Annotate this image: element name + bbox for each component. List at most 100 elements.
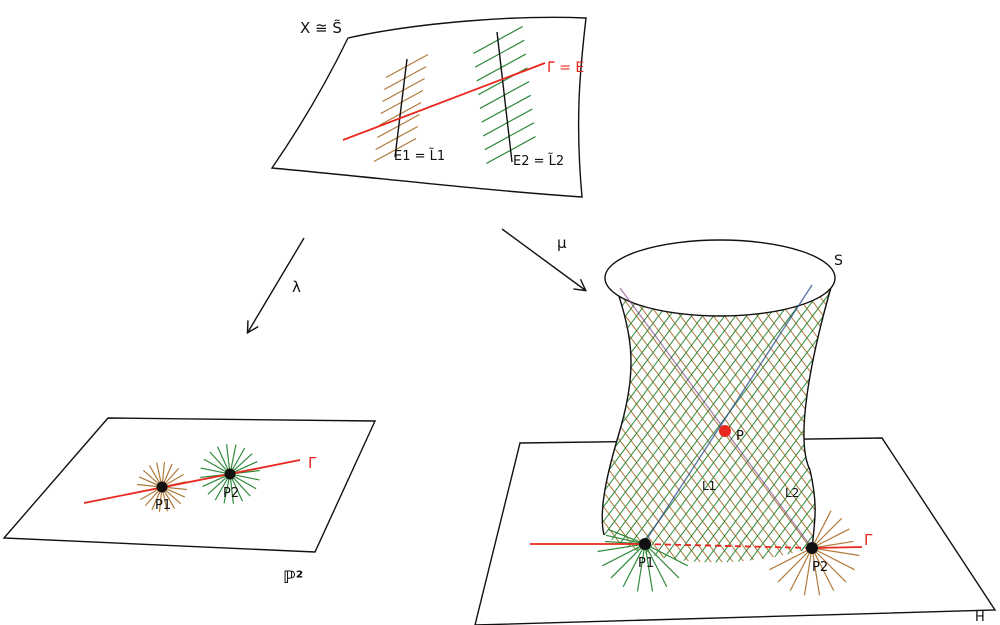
surface-ruling-line xyxy=(624,274,832,563)
surface-ruling-line xyxy=(202,250,472,610)
p2-label-right: P2 xyxy=(812,560,828,575)
surface-ruling-line xyxy=(9,250,279,610)
pencil-line xyxy=(789,547,813,592)
gamma-curve-left xyxy=(83,459,301,504)
surface-ruling-line xyxy=(0,250,70,610)
pencil-line xyxy=(811,547,821,596)
surface-ruling-line xyxy=(602,274,605,563)
surface-ruling-line xyxy=(602,274,621,563)
surface-ruling-line xyxy=(0,250,59,610)
surface-ruling-line xyxy=(800,274,832,563)
gamma-curve-right-right-part xyxy=(811,546,863,549)
surface-ruling-line xyxy=(53,250,323,610)
surface-ruling-line xyxy=(0,250,169,610)
surface-ruling-line xyxy=(961,250,1000,610)
surface-ruling-line xyxy=(0,250,15,610)
lambda-label: λ xyxy=(292,278,301,296)
surface-ruling-line xyxy=(229,250,499,610)
surface-ruling-line xyxy=(4,250,274,610)
surface-ruling-line xyxy=(257,250,527,610)
pencil-line xyxy=(811,517,843,549)
pencil-line xyxy=(811,528,850,549)
surface-ruling-line xyxy=(92,250,362,610)
surface-ruling-line xyxy=(602,274,660,563)
pencil-line xyxy=(811,547,847,583)
surface-ruling-line xyxy=(42,250,312,610)
surface-ruling-line xyxy=(125,250,395,610)
surface-ruling-line xyxy=(873,250,1000,610)
surface-ruling-line xyxy=(235,250,505,610)
surface-ruling-line xyxy=(939,250,1000,610)
pencil-line xyxy=(811,547,856,571)
lambda-arrow xyxy=(246,237,305,335)
pencil-line xyxy=(803,547,813,596)
surface-ruling-line xyxy=(218,250,488,610)
surface-ruling-line xyxy=(878,250,1000,610)
p2-point-left xyxy=(224,468,236,480)
hyperboloid-surface xyxy=(0,250,1000,610)
surface-ruling-line xyxy=(0,250,224,610)
gamma-label-left: Γ xyxy=(308,454,317,472)
surface-ruling-line xyxy=(108,250,378,610)
surface-ruling-line xyxy=(312,250,582,610)
point-p-label: P xyxy=(736,429,744,444)
surface-ruling-line xyxy=(0,250,147,610)
surface-ruling-line xyxy=(328,250,598,610)
surface-ruling-line xyxy=(840,250,1000,610)
surface-ruling-line xyxy=(723,274,832,563)
surface-ruling-line xyxy=(0,250,136,610)
surface-ruling-line xyxy=(906,250,1000,610)
p1-point-right xyxy=(639,538,651,550)
surface-ruling-line xyxy=(0,250,180,610)
pencil-line xyxy=(811,540,854,549)
pencil-line xyxy=(644,543,680,579)
surface-ruling-line xyxy=(0,250,103,610)
surface-ruling-line xyxy=(602,274,610,563)
surface-ruling-line xyxy=(602,274,792,563)
surface-ruling-line xyxy=(31,250,301,610)
surface-ruling-line xyxy=(817,274,832,563)
p1-label-left: P1 xyxy=(155,498,171,513)
projective-plane-sheet xyxy=(2,417,377,553)
e2-label: E2 = L̃2 xyxy=(513,154,564,169)
surface-ruling-line xyxy=(646,274,832,563)
surface-ruling-line xyxy=(37,250,307,610)
pencil-line xyxy=(610,543,646,579)
surface-ruling-line xyxy=(136,250,406,610)
surface-ruling-line xyxy=(174,250,444,610)
surface-ruling-line xyxy=(158,250,428,610)
plane-h-label: H xyxy=(975,610,985,625)
surface-ruling-line xyxy=(602,274,616,563)
surface-ruling-line xyxy=(119,250,389,610)
surface-ruling-line xyxy=(602,274,649,563)
surface-ruling-line xyxy=(273,250,543,610)
surface-ruling-line xyxy=(994,250,1000,610)
surface-ruling-line xyxy=(745,274,832,563)
surface-ruling-line xyxy=(762,274,832,563)
surface-ruling-line xyxy=(740,274,832,563)
surface-ruling-line xyxy=(602,274,759,563)
surface-ruling-line xyxy=(301,250,571,610)
surface-ruling-line xyxy=(856,250,1000,610)
surface-ruling-line xyxy=(613,274,832,563)
surface-ruling-line xyxy=(64,250,334,610)
line-l2-label: L2 xyxy=(785,486,799,500)
surface-ruling-line xyxy=(895,250,1000,610)
surface-ruling-line xyxy=(0,250,235,610)
surface-ruling-line xyxy=(86,250,356,610)
surface-ruling-line xyxy=(602,274,682,563)
surface-ruling-line xyxy=(867,250,1000,610)
surface-ruling-line xyxy=(0,250,252,610)
surface-ruling-line xyxy=(290,250,560,610)
surface-label: S xyxy=(834,253,843,269)
surface-ruling-line xyxy=(884,250,1000,610)
surface-top-rim xyxy=(604,239,836,317)
surface-ruling-line xyxy=(822,274,832,563)
strict-transform-label: Γ̃ = E xyxy=(547,60,584,76)
surface-ruling-line xyxy=(712,274,832,563)
surface-ruling-line xyxy=(917,250,1000,610)
surface-ruling-line xyxy=(608,274,832,563)
surface-ruling-line xyxy=(972,250,1000,610)
surface-ruling-line xyxy=(0,250,4,610)
surface-ruling-line xyxy=(279,250,549,610)
